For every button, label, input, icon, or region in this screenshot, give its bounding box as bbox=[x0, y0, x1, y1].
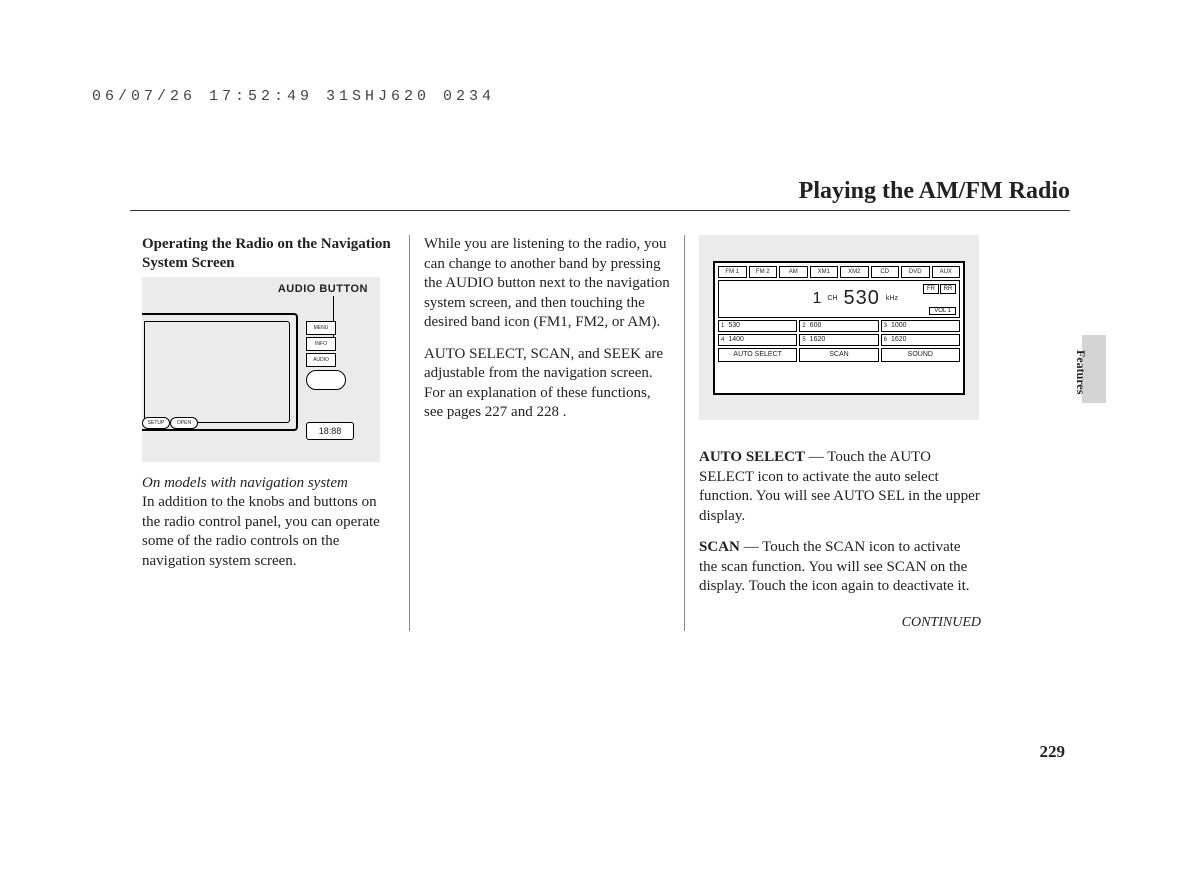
col1-para: In addition to the knobs and buttons on … bbox=[142, 494, 380, 569]
frequency-unit: kHz bbox=[886, 295, 898, 302]
header-timestamp: 06/07/26 17:52:49 31SHJ620 0234 bbox=[92, 88, 495, 105]
preset-6: 61620 bbox=[881, 334, 960, 346]
audio-button: AUDIO bbox=[306, 353, 336, 367]
section-tab-label: Features bbox=[1073, 350, 1088, 394]
menu-button: MENU bbox=[306, 321, 336, 335]
band-xm2: XM2 bbox=[840, 266, 869, 278]
fr-rr-controls: FR RR bbox=[923, 284, 956, 294]
continued-label: CONTINUED bbox=[699, 615, 981, 631]
open-button: OPEN bbox=[170, 417, 198, 429]
preset-grid: 1530 2600 31000 41400 51620 61620 bbox=[718, 320, 960, 346]
radio-bottom-row: AUTO SELECT SCAN SOUND bbox=[718, 348, 960, 362]
band-row: FM 1 FM 2 AM XM1 XM2 CD DVD AUX bbox=[718, 266, 960, 278]
band-am: AM bbox=[779, 266, 808, 278]
col1-caption: On models with navigation system In addi… bbox=[142, 474, 395, 572]
radio-panel: FM 1 FM 2 AM XM1 XM2 CD DVD AUX FR RR 1 bbox=[713, 261, 965, 395]
round-button bbox=[306, 370, 346, 390]
scan-para: SCAN — Touch the SCAN icon to activate t… bbox=[699, 538, 981, 597]
col1-heading: Operating the Radio on the Navigation Sy… bbox=[142, 235, 395, 273]
band-cd: CD bbox=[871, 266, 900, 278]
figure-radio-screen: FM 1 FM 2 AM XM1 XM2 CD DVD AUX FR RR 1 bbox=[699, 235, 979, 420]
preset-3: 31000 bbox=[881, 320, 960, 332]
page-number: 229 bbox=[1040, 742, 1066, 762]
column-1: Operating the Radio on the Navigation Sy… bbox=[142, 235, 410, 631]
page-title: Playing the AM/FM Radio bbox=[799, 178, 1070, 205]
figure-dashboard: AUDIO BUTTON MENU INFO AUDIO SETUP OPEN … bbox=[142, 277, 380, 462]
figure1-label: AUDIO BUTTON bbox=[278, 283, 368, 295]
channel-label: CH bbox=[827, 295, 837, 302]
col2-para2: AUTO SELECT, SCAN, and SEEK are adjustab… bbox=[424, 345, 670, 423]
content-columns: Operating the Radio on the Navigation Sy… bbox=[142, 235, 1062, 631]
column-3: FM 1 FM 2 AM XM1 XM2 CD DVD AUX FR RR 1 bbox=[685, 235, 991, 631]
preset-2: 2600 bbox=[799, 320, 878, 332]
column-2: While you are listening to the radio, yo… bbox=[410, 235, 685, 631]
auto-select-button: AUTO SELECT bbox=[718, 348, 797, 362]
channel-number: 1 bbox=[813, 290, 822, 308]
auto-select-para: AUTO SELECT — Touch the AUTO SELECT icon… bbox=[699, 448, 981, 526]
band-dvd: DVD bbox=[901, 266, 930, 278]
auto-select-label: AUTO SELECT bbox=[699, 449, 805, 465]
title-divider bbox=[130, 210, 1070, 211]
band-fm2: FM 2 bbox=[749, 266, 778, 278]
preset-5: 51620 bbox=[799, 334, 878, 346]
volume-indicator: VOL 1 bbox=[929, 307, 956, 315]
fr-button: FR bbox=[923, 284, 939, 294]
rr-button: RR bbox=[940, 284, 956, 294]
radio-display: FR RR 1 CH 530 kHz VOL 1 bbox=[718, 280, 960, 318]
scan-button: SCAN bbox=[799, 348, 878, 362]
preset-4: 41400 bbox=[718, 334, 797, 346]
scan-text: — Touch the SCAN icon to activate the sc… bbox=[699, 539, 970, 594]
band-xm1: XM1 bbox=[810, 266, 839, 278]
dash-buttons: MENU INFO AUDIO bbox=[306, 321, 346, 390]
col2-para1: While you are listening to the radio, yo… bbox=[424, 235, 670, 333]
setup-buttons: SETUP OPEN bbox=[142, 417, 198, 429]
preset-1: 1530 bbox=[718, 320, 797, 332]
band-aux: AUX bbox=[932, 266, 961, 278]
band-fm1: FM 1 bbox=[718, 266, 747, 278]
col1-caption-italic: On models with navigation system bbox=[142, 475, 348, 491]
info-button: INFO bbox=[306, 337, 336, 351]
sound-button: SOUND bbox=[881, 348, 960, 362]
setup-button: SETUP bbox=[142, 417, 170, 429]
scan-label: SCAN bbox=[699, 539, 740, 555]
nav-screen-outline bbox=[142, 313, 298, 431]
clock-display: 18:88 bbox=[306, 422, 354, 440]
frequency-value: 530 bbox=[844, 287, 880, 310]
